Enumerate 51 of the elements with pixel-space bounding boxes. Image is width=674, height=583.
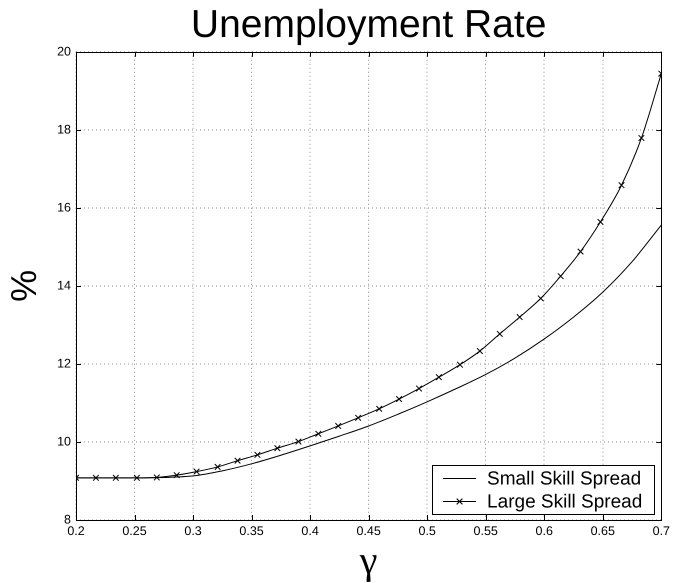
point — [537, 295, 544, 302]
point — [577, 248, 584, 255]
point — [254, 452, 261, 458]
point — [354, 414, 362, 422]
point — [416, 385, 422, 392]
point — [557, 272, 564, 280]
y-tick-label: 18 — [57, 122, 72, 136]
x-tick-label: 0.65 — [590, 524, 615, 538]
point — [334, 422, 342, 430]
chart-title: Unemployment Rate — [190, 3, 546, 46]
legend-label: Small Skill Spread — [487, 468, 642, 490]
point — [134, 474, 140, 482]
point — [516, 314, 523, 320]
point — [476, 348, 484, 354]
x-tick-label: 0.3 — [184, 524, 202, 538]
point — [496, 330, 504, 338]
point — [597, 218, 604, 226]
y-tick-label: 20 — [57, 44, 72, 58]
y-tick-label: 8 — [64, 512, 72, 526]
x-tick-label: 0.45 — [356, 524, 381, 538]
point — [396, 396, 402, 402]
point — [376, 405, 383, 412]
x-tick-label: 0.6 — [536, 524, 553, 538]
point — [234, 457, 241, 464]
legend-label: Large Skill Spread — [487, 492, 642, 513]
y-tick-label: 14 — [57, 278, 72, 292]
x-tick-label: 0.25 — [122, 524, 147, 538]
point — [92, 474, 100, 482]
point — [153, 474, 160, 481]
y-tick-label: 10 — [57, 434, 72, 448]
x-tick-label: 0.2 — [67, 524, 85, 538]
y-axis-title: % — [2, 270, 44, 302]
point — [295, 438, 302, 445]
x-tick-label: 0.55 — [474, 524, 498, 538]
point — [173, 472, 180, 478]
point — [214, 464, 221, 470]
point — [618, 182, 625, 189]
x-tick-label: 0.4 — [301, 524, 319, 538]
point — [112, 474, 120, 482]
y-tick-label: 16 — [57, 200, 72, 214]
x-tick-label: 0.5 — [418, 524, 436, 538]
y-tick-label: 12 — [57, 356, 72, 370]
point — [274, 444, 281, 452]
x-tick-label: 0.35 — [239, 524, 264, 538]
x-axis-title: γ — [358, 538, 378, 582]
point — [193, 468, 200, 475]
point — [314, 430, 322, 438]
point — [638, 134, 645, 142]
point — [436, 374, 442, 381]
point — [456, 361, 464, 368]
x-tick-label: 0.7 — [652, 524, 670, 538]
